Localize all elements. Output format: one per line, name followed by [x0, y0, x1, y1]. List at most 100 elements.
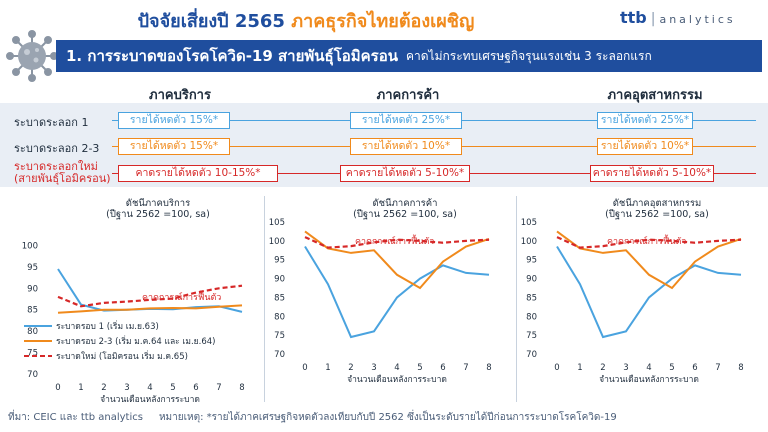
x-tick-label: 5 [669, 363, 674, 373]
banner-main: 1. การระบาดของโรคโควิด-19 สายพันธุ์โอมิค… [66, 47, 398, 65]
x-tick-label: 1 [577, 363, 582, 373]
logo-brand: ttb [620, 8, 647, 27]
series-line [556, 245, 742, 339]
impact-table: ระบาดระลอก 1 รายได้หดตัว 15%* รายได้หดตั… [0, 103, 768, 187]
service-index-chart: ดัชนีภาคบริการ (ปีฐาน 2562 =100, sa) 70 75… [0, 194, 264, 410]
impact-cell: รายได้หดตัว 15%* [118, 138, 230, 155]
x-tick-label: 2 [600, 363, 605, 373]
legend-label: ระบาดรอบ 2-3 (เริ่ม ม.ค.64 และ เม.ย.64) [56, 335, 215, 347]
x-axis-label: จำนวนเดือนหลังการระบาด [347, 374, 447, 385]
x-tick-label: 7 [715, 363, 720, 373]
x-tick-label: 4 [147, 383, 152, 393]
y-tick-label: 90 [27, 284, 38, 294]
x-tick-label: 1 [78, 383, 83, 393]
x-tick-label: 8 [486, 363, 491, 373]
impact-cell: รายได้หดตัว 10%* [350, 138, 462, 155]
x-tick-label: 3 [371, 363, 376, 373]
forecast-annotation: คาดการณ์การฟื้นตัว [355, 234, 434, 247]
chart-title: ดัชนีภาคการค้า (ปีฐาน 2562 =100, sa) [353, 198, 457, 220]
x-tick-label: 8 [738, 363, 743, 373]
trade-index-chart: ดัชนีภาคการค้า (ปีฐาน 2562 =100, sa) 70 75… [265, 194, 515, 410]
table-row: ระบาดระลอกใหม่ (สายพันธุ์โอมิครอน) คาดราย… [0, 161, 768, 187]
y-tick-label: 90 [526, 275, 537, 285]
series-line [57, 304, 243, 314]
row-label: ระบาดระลอก 1 [14, 116, 89, 129]
topic-banner: 1. การระบาดของโรคโควิด-19 สายพันธุ์โอมิค… [56, 40, 762, 72]
banner-sub: คาดไม่กระทบเศรษฐกิจรุนแรงเช่น 3 ระลอกแรก [406, 48, 652, 63]
ttb-analytics-logo: ttb | analytics [620, 8, 736, 27]
series-line [304, 236, 490, 249]
x-tick-label: 4 [394, 363, 399, 373]
y-tick-label: 85 [274, 293, 285, 303]
x-tick-label: 5 [170, 383, 175, 393]
y-tick-label: 100 [521, 237, 537, 247]
forecast-annotation: คาดการณ์การฟื้นตัว [142, 290, 221, 303]
table-row: ระบาดระลอก 2-3 รายได้หดตัว 15%* รายได้หด… [0, 136, 768, 156]
x-tick-label: 1 [325, 363, 330, 373]
legend-label: ระบาดใหม่ (โอมิครอน เริ่ม ม.ค.65) [56, 350, 188, 362]
impact-cell: รายได้หดตัว 25%* [597, 112, 693, 129]
y-tick-label: 80 [274, 312, 285, 322]
y-tick-label: 105 [521, 218, 537, 228]
series-line [304, 245, 490, 339]
x-tick-label: 8 [239, 383, 244, 393]
y-tick-label: 90 [274, 275, 285, 285]
chart-plot: 70 75 80 85 90 95 100 105 0 1 2 3 4 5 6 7 8 จำนวนเดือนหลั… [521, 218, 744, 385]
x-tick-label: 2 [348, 363, 353, 373]
industry-index-chart: ดัชนีภาคอุตสาหกรรม (ปีฐาน 2562 =100, sa) … [517, 194, 767, 410]
title-accent: ภาคธุรกิจไทยต้องเผชิญ [291, 11, 475, 32]
y-tick-label: 100 [22, 241, 38, 251]
series-line [57, 268, 243, 313]
series-line [57, 284, 243, 308]
sector-trade: ภาคการค้า [376, 88, 440, 103]
impact-cell: รายได้หดตัว 15%* [118, 112, 230, 129]
x-tick-label: 0 [302, 363, 307, 373]
impact-cell: รายได้หดตัว 10%* [597, 138, 693, 155]
impact-cell: คาดรายได้หดตัว 5-10%* [340, 165, 470, 182]
row-label: ระบาดระลอก 2-3 [14, 142, 100, 155]
impact-cell: คาดรายได้หดตัว 5-10%* [590, 165, 714, 182]
footer: ที่มา: CEIC และ ttb analytics หมายเหตุ: *… [8, 410, 764, 425]
x-tick-label: 3 [623, 363, 628, 373]
row-label: ระบาดระลอกใหม่ (สายพันธุ์โอมิครอน) [14, 160, 111, 185]
series-line [556, 236, 742, 249]
x-tick-label: 6 [440, 363, 445, 373]
y-tick-label: 95 [274, 256, 285, 266]
footnote: หมายเหตุ: *รายได้ภาคเศรษฐกิจหดตัวลงเทียบ… [158, 412, 617, 423]
x-tick-label: 5 [417, 363, 422, 373]
y-tick-label: 95 [526, 256, 537, 266]
x-tick-label: 3 [124, 383, 129, 393]
y-tick-label: 70 [27, 370, 38, 380]
y-tick-label: 85 [526, 293, 537, 303]
y-tick-label: 75 [526, 331, 537, 341]
y-tick-label: 70 [526, 350, 537, 360]
y-tick-label: 80 [526, 312, 537, 322]
x-tick-label: 6 [193, 383, 198, 393]
x-tick-label: 7 [463, 363, 468, 373]
x-axis-label: จำนวนเดือนหลังการระบาด [599, 374, 699, 385]
y-tick-label: 75 [27, 349, 38, 359]
x-axis-label: จำนวนเดือนหลังการระบาด [100, 394, 200, 405]
panel-divider [264, 196, 265, 402]
y-tick-label: 85 [27, 306, 38, 316]
series-line [556, 230, 742, 290]
y-tick-label: 105 [269, 218, 285, 228]
x-tick-label: 4 [646, 363, 651, 373]
chart-title: ดัชนีภาคบริการ (ปีฐาน 2562 =100, sa) [106, 198, 210, 220]
virus-icon [6, 30, 58, 82]
y-tick-label: 75 [274, 331, 285, 341]
impact-cell: รายได้หดตัว 25%* [350, 112, 462, 129]
y-tick-label: 70 [274, 350, 285, 360]
impact-cell: คาดรายได้หดตัว 10-15%* [118, 165, 278, 182]
y-tick-label: 80 [27, 327, 38, 337]
x-tick-label: 6 [692, 363, 697, 373]
sector-service: ภาคบริการ [149, 88, 211, 103]
series-line [304, 230, 490, 290]
x-tick-label: 2 [101, 383, 106, 393]
x-tick-label: 0 [55, 383, 60, 393]
table-row: ระบาดระลอก 1 รายได้หดตัว 15%* รายได้หดตั… [0, 110, 768, 130]
x-tick-label: 0 [554, 363, 559, 373]
chart-title: ดัชนีภาคอุตสาหกรรม (ปีฐาน 2562 =100, sa) [605, 198, 709, 220]
panel-divider [516, 196, 517, 402]
sector-industry: ภาคอุตสาหกรรม [607, 88, 703, 103]
